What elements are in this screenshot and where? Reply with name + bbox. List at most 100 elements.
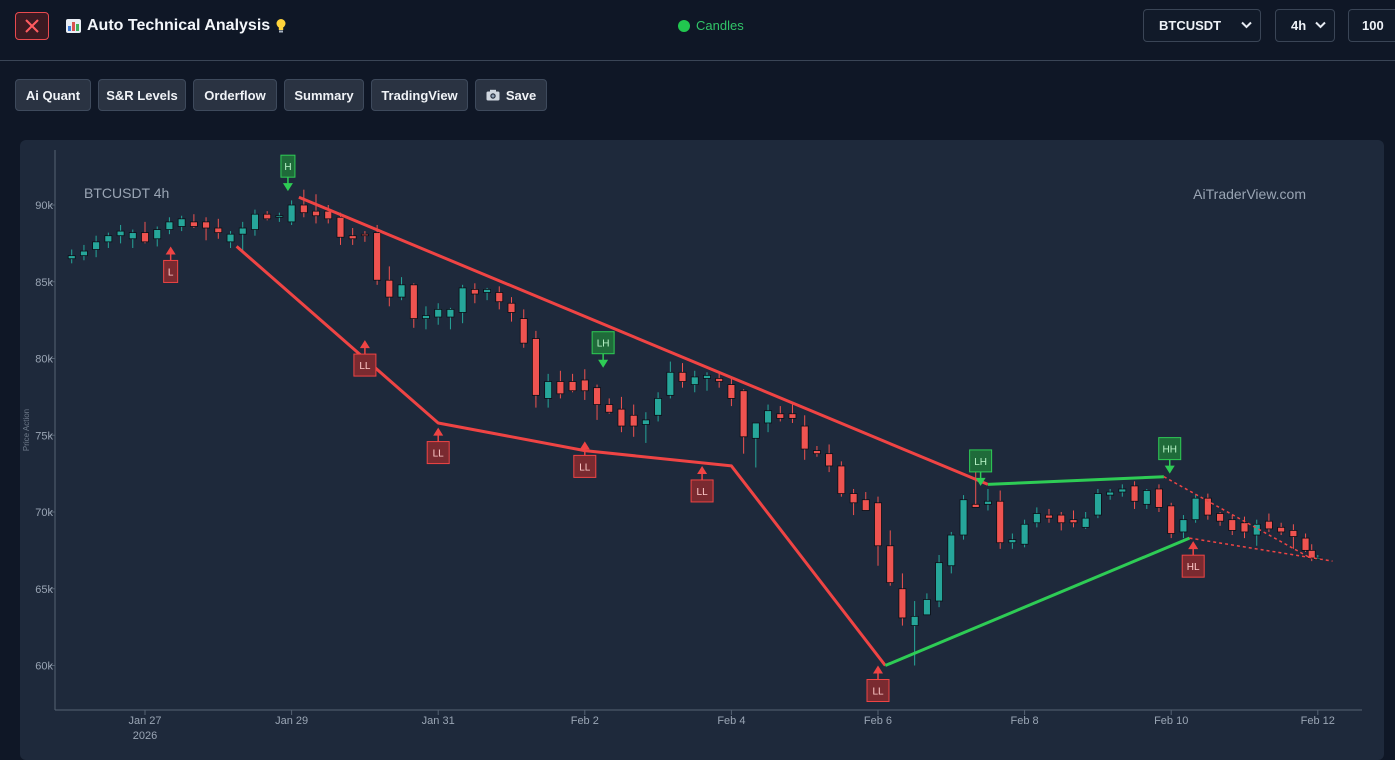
candle-body bbox=[593, 387, 601, 405]
bear-candle bbox=[568, 373, 577, 393]
top-bar: Auto Technical Analysis Candles BTCUSDT … bbox=[0, 0, 1395, 61]
pivot-marker-hl: HL bbox=[1181, 541, 1205, 578]
bear-candle bbox=[385, 266, 394, 307]
save-label: Save bbox=[505, 87, 537, 103]
sr-levels-label: S&R Levels bbox=[106, 87, 178, 103]
status-text: Candles bbox=[696, 18, 744, 33]
bull-candle bbox=[238, 221, 247, 252]
candle-body bbox=[189, 221, 198, 227]
candle-body bbox=[177, 218, 186, 227]
bear-candle bbox=[1069, 510, 1078, 528]
bear-candle bbox=[825, 444, 834, 473]
bear-candle bbox=[849, 488, 858, 516]
pivot-marker-ll: LL bbox=[866, 665, 890, 702]
candle-body bbox=[1057, 514, 1066, 524]
pivot-arrow-icon bbox=[1164, 465, 1175, 474]
pivot-label: LL bbox=[872, 687, 884, 698]
bull-candle bbox=[751, 422, 760, 468]
bear-candle bbox=[861, 492, 870, 511]
candle-body bbox=[397, 284, 406, 298]
bear-candle bbox=[617, 396, 626, 433]
save-button[interactable]: Save bbox=[475, 79, 547, 111]
pivot-label: HL bbox=[1187, 562, 1200, 573]
candle-body bbox=[275, 215, 284, 218]
candle-body bbox=[947, 534, 956, 567]
sr-levels-button[interactable]: S&R Levels bbox=[98, 79, 186, 111]
tradingview-button[interactable]: TradingView bbox=[371, 79, 468, 111]
y-axis-label: Price Action bbox=[22, 409, 31, 451]
x-tick-label: Feb 8 bbox=[1011, 715, 1039, 727]
candle-body bbox=[312, 210, 320, 217]
candle-body bbox=[1069, 519, 1078, 524]
symbol-select[interactable]: BTCUSDT bbox=[1143, 9, 1261, 42]
candle-body bbox=[861, 499, 870, 511]
pivot-box bbox=[690, 479, 714, 503]
bull-candle bbox=[153, 226, 162, 247]
candle-body bbox=[959, 499, 968, 536]
bear-candle bbox=[788, 404, 797, 423]
orderflow-button[interactable]: Orderflow bbox=[193, 79, 277, 111]
summary-button[interactable]: Summary bbox=[284, 79, 364, 111]
bear-candle bbox=[1307, 544, 1316, 562]
pivot-arrow-icon bbox=[165, 246, 176, 255]
bull-candle bbox=[165, 217, 174, 235]
bull-candle bbox=[92, 235, 101, 258]
candle-body bbox=[532, 338, 540, 396]
downtrend-line bbox=[235, 245, 887, 667]
bear-candle bbox=[813, 445, 821, 457]
candle-body bbox=[837, 465, 846, 494]
close-button[interactable] bbox=[15, 12, 49, 40]
pivot-label: LL bbox=[359, 361, 371, 372]
candle-body bbox=[385, 279, 394, 298]
bull-candle bbox=[397, 277, 406, 301]
candle-body bbox=[141, 232, 149, 243]
pivot-arrow-icon bbox=[359, 340, 370, 349]
candle-body bbox=[153, 229, 162, 240]
uptrend-line bbox=[987, 475, 1164, 486]
pivot-label: LL bbox=[433, 449, 445, 460]
bull-candle bbox=[1252, 519, 1261, 546]
candle-body bbox=[984, 500, 992, 505]
ai-quant-label: Ai Quant bbox=[25, 87, 81, 103]
candle-body bbox=[507, 302, 516, 313]
candle-body bbox=[568, 381, 577, 392]
candle-body bbox=[299, 204, 308, 214]
bear-candle bbox=[1289, 524, 1298, 549]
candle-body bbox=[92, 241, 101, 250]
bear-candle bbox=[141, 221, 149, 244]
candle-body bbox=[1167, 505, 1176, 534]
candle-body bbox=[739, 390, 748, 438]
candle-body bbox=[617, 408, 626, 427]
candle-body bbox=[434, 308, 443, 318]
limit-select[interactable]: 100 bbox=[1348, 9, 1395, 42]
pivot-arrow-icon bbox=[579, 441, 590, 450]
pivot-label: L bbox=[168, 267, 174, 278]
bear-candle bbox=[1155, 484, 1163, 512]
bear-candle bbox=[1045, 508, 1053, 523]
bull-candle bbox=[922, 593, 931, 616]
candle-body bbox=[446, 308, 455, 318]
candle-body bbox=[214, 227, 223, 234]
candle-body bbox=[751, 422, 760, 439]
bear-candle bbox=[715, 372, 724, 388]
bear-candle bbox=[532, 330, 540, 408]
interval-select[interactable]: 4h bbox=[1275, 9, 1335, 42]
bull-candle bbox=[483, 287, 491, 301]
lightbulb-icon bbox=[276, 19, 286, 33]
bear-candle bbox=[1216, 512, 1224, 526]
candle-body bbox=[409, 284, 418, 319]
y-tick-label: 90k bbox=[35, 200, 53, 212]
bear-candle bbox=[348, 228, 357, 245]
bull-candle bbox=[1191, 495, 1200, 523]
candle-body bbox=[336, 216, 345, 238]
candle-body bbox=[470, 289, 479, 295]
chevron-down-icon bbox=[1315, 21, 1326, 29]
ai-quant-button[interactable]: Ai Quant bbox=[15, 79, 91, 111]
pivot-arrow-icon bbox=[975, 477, 986, 486]
candle-body bbox=[776, 413, 785, 419]
candle-body bbox=[1265, 520, 1273, 530]
bull-candle bbox=[1118, 484, 1127, 497]
bear-candle bbox=[1203, 493, 1212, 520]
bear-candle bbox=[1130, 481, 1139, 509]
